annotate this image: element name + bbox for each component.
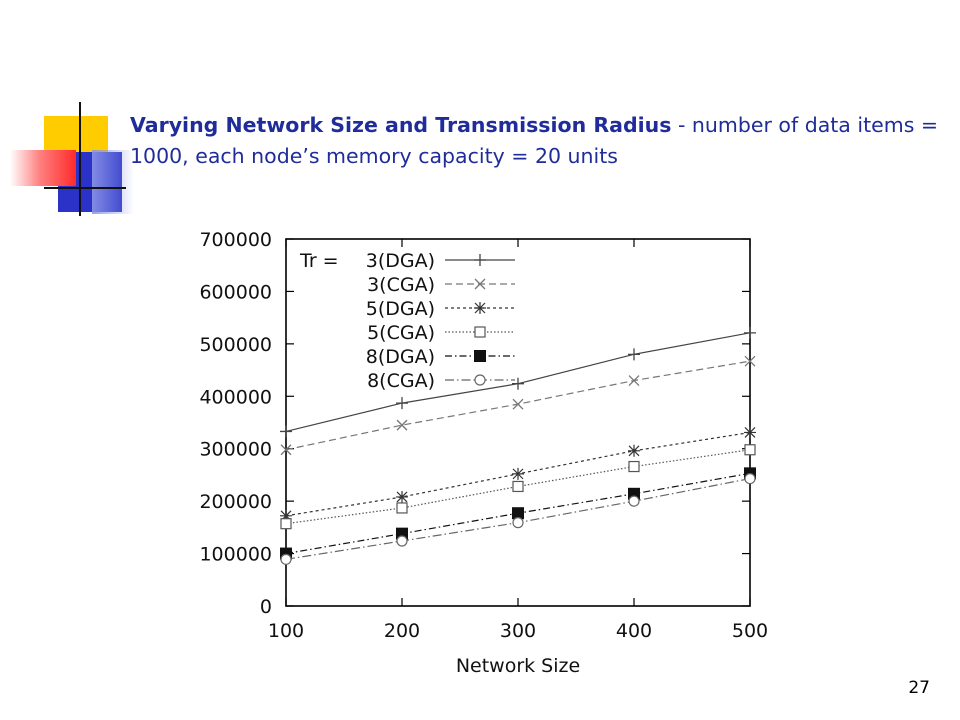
x-tick-label: 400 [616,620,652,642]
data-point [744,444,756,456]
data-point [512,517,524,529]
legend-title: Tr = [299,250,339,272]
y-tick-label: 200000 [199,491,272,513]
plot-frame [285,238,751,607]
data-point [396,419,408,431]
data-point [396,535,408,547]
decorative-horizontal-line [44,187,126,189]
y-tick-label: 500000 [199,334,272,356]
x-tick-label: 300 [500,620,536,642]
legend-label: 3(DGA) [366,250,435,272]
data-point [744,326,756,339]
y-tick-label: 700000 [199,229,272,251]
legend-label: 3(CGA) [367,274,435,296]
data-point [280,553,292,565]
legend-marker [474,278,486,290]
y-tick-label: 600000 [199,281,272,303]
decorative-vertical-line [79,102,81,216]
data-point [396,397,408,410]
series-line-2 [285,360,751,451]
data-point [280,509,292,522]
data-point [512,398,524,410]
legend-marker [474,302,486,314]
data-point [628,444,640,457]
data-point [512,377,524,390]
y-tick-label: 300000 [199,439,272,461]
data-point [396,490,408,503]
data-point [744,472,756,485]
data-point [628,348,640,361]
decorative-red-bar [10,150,76,186]
legend-label: 8(DGA) [366,346,435,368]
legend-marker [474,326,486,338]
slide-title: Varying Network Size and Transmission Ra… [130,110,940,172]
y-tick-label: 400000 [199,386,272,408]
decorative-blue-glow [92,150,134,214]
x-tick-label: 500 [732,620,768,642]
legend-marker [474,374,486,386]
data-point [396,502,408,514]
legend-label: 5(CGA) [367,322,435,344]
x-tick-label: 200 [384,620,420,642]
slide-title-bold: Varying Network Size and Transmission Ra… [130,113,672,137]
legend-label: 8(CGA) [367,370,435,392]
legend-marker [474,254,486,266]
data-point [512,467,524,480]
data-point [628,460,640,473]
page-number: 27 [908,678,930,698]
data-point [280,425,292,438]
data-point [628,375,640,387]
x-tick-label: 100 [268,620,304,642]
data-point [628,495,640,507]
data-point [280,518,292,530]
x-axis-label: Network Size [456,655,580,677]
line-chart: 0 100000 200000 300000 400000 500000 600000 700… [199,229,768,677]
legend-marker [474,350,486,362]
data-point [512,480,524,493]
legend-label: 5(DGA) [366,298,435,320]
y-tick-label: 100000 [199,544,272,566]
data-point [280,444,292,456]
y-tick-label: 0 [260,596,272,618]
slide-title-rest: - number of data items = 1000, each node… [130,113,939,168]
data-point [744,355,756,367]
data-point [744,426,756,439]
